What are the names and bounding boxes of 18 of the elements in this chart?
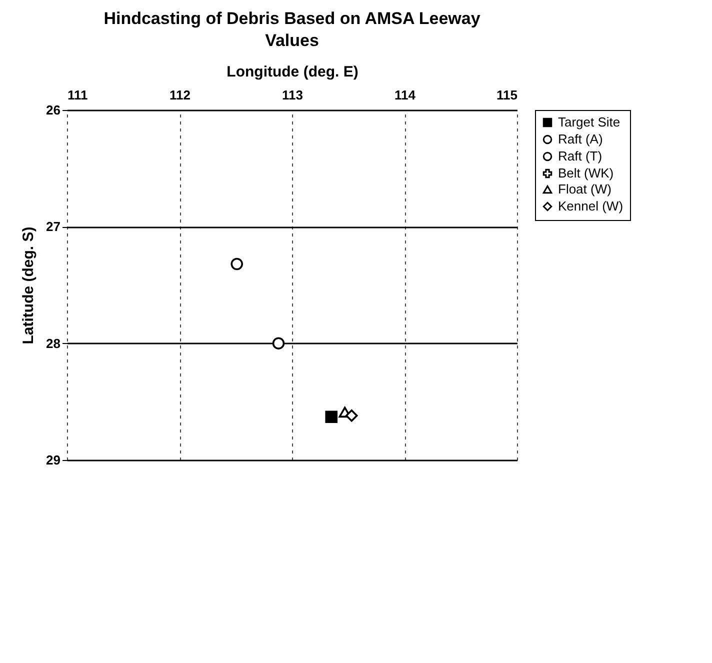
y-axis-title: Latitude (deg. S) (20, 226, 38, 344)
x-tick-label: 113 (282, 88, 303, 102)
x-axis-title: Longitude (deg. E) (226, 64, 358, 80)
legend-label: Raft (T) (558, 148, 602, 164)
y-tick-label: 27 (46, 219, 60, 234)
y-tick-label: 28 (46, 336, 60, 351)
y-tick-label: 29 (46, 452, 60, 468)
legend-label: Raft (A) (558, 132, 603, 146)
legend-label: Target Site (558, 114, 620, 130)
x-tick-label: 111 (68, 88, 88, 102)
x-tick-label: 114 (394, 88, 416, 102)
legend-label: Kennel (W) (558, 198, 624, 214)
x-tick-label: 115 (496, 88, 518, 102)
legend-label: Float (W) (558, 182, 612, 196)
chart-title: Hindcasting of Debris Based on AMSA Leeway Values (104, 9, 481, 50)
x-tick-label: 112 (170, 88, 190, 102)
legend-label: Belt (WK) (558, 166, 614, 180)
y-tick-label: 26 (46, 102, 60, 118)
